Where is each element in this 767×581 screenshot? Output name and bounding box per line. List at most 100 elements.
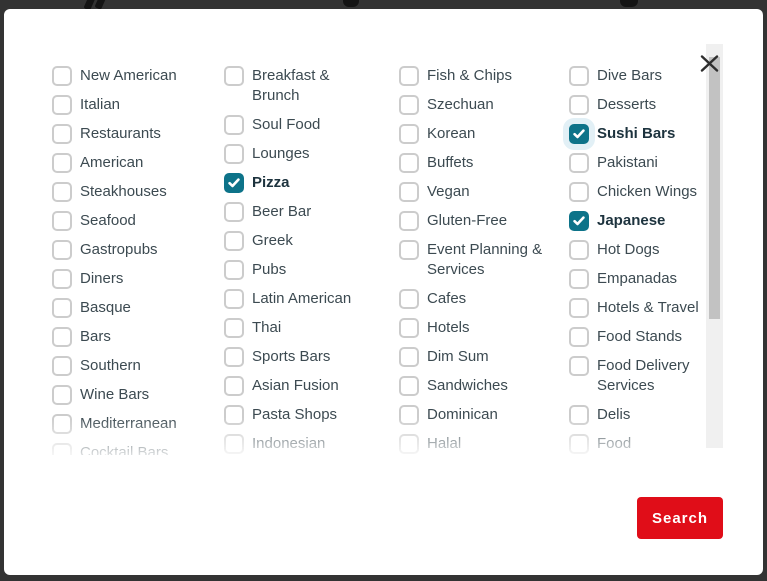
checkbox-checked[interactable] [569, 211, 589, 231]
checkbox-unchecked[interactable] [399, 405, 419, 425]
checkbox-unchecked[interactable] [52, 269, 72, 289]
category-option[interactable]: Hot Dogs [569, 240, 719, 260]
category-option[interactable]: New American [52, 66, 224, 86]
category-option[interactable]: Basque [52, 298, 224, 318]
checkbox-unchecked[interactable] [224, 115, 244, 135]
scrollbar-thumb[interactable] [709, 57, 720, 319]
category-option[interactable]: Latin American [224, 289, 399, 309]
checkbox-checked[interactable] [569, 124, 589, 144]
checkbox-unchecked[interactable] [399, 347, 419, 367]
category-option[interactable]: American [52, 153, 224, 173]
category-option[interactable]: Pakistani [569, 153, 719, 173]
category-option[interactable]: Hotels [399, 318, 569, 338]
checkbox-unchecked[interactable] [52, 182, 72, 202]
checkbox-unchecked[interactable] [569, 434, 589, 454]
checkbox-unchecked[interactable] [224, 434, 244, 454]
category-option[interactable]: Italian [52, 95, 224, 115]
checkbox-unchecked[interactable] [224, 376, 244, 396]
category-option[interactable]: Southern [52, 356, 224, 376]
checkbox-unchecked[interactable] [569, 269, 589, 289]
checkbox-unchecked[interactable] [569, 327, 589, 347]
checkbox-unchecked[interactable] [399, 240, 419, 260]
category-option[interactable]: Soul Food [224, 115, 399, 135]
checkbox-unchecked[interactable] [52, 356, 72, 376]
category-option[interactable]: Food Delivery Services [569, 356, 719, 396]
checkbox-unchecked[interactable] [224, 347, 244, 367]
checkbox-unchecked[interactable] [569, 298, 589, 318]
category-option[interactable]: Empanadas [569, 269, 719, 289]
category-option[interactable]: Dim Sum [399, 347, 569, 367]
category-option[interactable]: Cocktail Bars [52, 443, 224, 455]
category-option[interactable]: Bars [52, 327, 224, 347]
checkbox-unchecked[interactable] [52, 327, 72, 347]
category-option[interactable]: Lounges [224, 144, 399, 164]
checkbox-unchecked[interactable] [399, 66, 419, 86]
checkbox-unchecked[interactable] [224, 289, 244, 309]
category-option[interactable]: Desserts [569, 95, 719, 115]
checkbox-unchecked[interactable] [52, 124, 72, 144]
category-option[interactable]: Japanese [569, 211, 719, 231]
category-option[interactable]: Food Stands [569, 327, 719, 347]
close-button[interactable] [696, 50, 722, 76]
category-option[interactable]: Delis [569, 405, 719, 425]
checkbox-unchecked[interactable] [52, 298, 72, 318]
category-option[interactable]: Buffets [399, 153, 569, 173]
category-option[interactable]: Fish & Chips [399, 66, 569, 86]
checkbox-checked[interactable] [224, 173, 244, 193]
category-option[interactable]: Beer Bar [224, 202, 399, 222]
category-option[interactable]: Dive Bars [569, 66, 719, 86]
checkbox-unchecked[interactable] [52, 240, 72, 260]
checkbox-unchecked[interactable] [569, 66, 589, 86]
category-option[interactable]: Hotels & Travel [569, 298, 719, 318]
category-option[interactable]: Sandwiches [399, 376, 569, 396]
category-option[interactable]: Wine Bars [52, 385, 224, 405]
category-option[interactable]: Pasta Shops [224, 405, 399, 425]
category-option[interactable]: Gastropubs [52, 240, 224, 260]
category-option[interactable]: Vegan [399, 182, 569, 202]
category-option[interactable]: Food [569, 434, 719, 454]
checkbox-unchecked[interactable] [224, 144, 244, 164]
checkbox-unchecked[interactable] [224, 66, 244, 86]
category-option[interactable]: Sports Bars [224, 347, 399, 367]
checkbox-unchecked[interactable] [52, 385, 72, 405]
category-option[interactable]: Restaurants [52, 124, 224, 144]
checkbox-unchecked[interactable] [569, 405, 589, 425]
category-option[interactable]: Korean [399, 124, 569, 144]
category-option[interactable]: Chicken Wings [569, 182, 719, 202]
checkbox-unchecked[interactable] [224, 231, 244, 251]
category-option[interactable]: Dominican [399, 405, 569, 425]
category-option[interactable]: Breakfast & Brunch [224, 66, 399, 106]
checkbox-unchecked[interactable] [399, 289, 419, 309]
checkbox-unchecked[interactable] [224, 202, 244, 222]
category-option[interactable]: Steakhouses [52, 182, 224, 202]
checkbox-unchecked[interactable] [569, 240, 589, 260]
category-option[interactable]: Mediterranean [52, 414, 224, 434]
category-option[interactable]: Pubs [224, 260, 399, 280]
checkbox-unchecked[interactable] [569, 182, 589, 202]
category-option[interactable]: Sushi Bars [569, 124, 719, 144]
search-button[interactable]: Search [637, 497, 723, 539]
checkbox-unchecked[interactable] [52, 443, 72, 455]
checkbox-unchecked[interactable] [52, 414, 72, 434]
checkbox-unchecked[interactable] [224, 260, 244, 280]
category-option[interactable]: Indonesian [224, 434, 399, 454]
category-option[interactable]: Event Planning & Services [399, 240, 569, 280]
category-option[interactable]: Seafood [52, 211, 224, 231]
category-option[interactable]: Asian Fusion [224, 376, 399, 396]
checkbox-unchecked[interactable] [52, 95, 72, 115]
checkbox-unchecked[interactable] [399, 153, 419, 173]
scrollbar-track[interactable] [706, 44, 723, 448]
checkbox-unchecked[interactable] [569, 95, 589, 115]
checkbox-unchecked[interactable] [399, 211, 419, 231]
checkbox-unchecked[interactable] [569, 153, 589, 173]
checkbox-unchecked[interactable] [399, 124, 419, 144]
checkbox-unchecked[interactable] [52, 211, 72, 231]
checkbox-unchecked[interactable] [399, 95, 419, 115]
checkbox-unchecked[interactable] [399, 376, 419, 396]
category-option[interactable]: Diners [52, 269, 224, 289]
checkbox-unchecked[interactable] [224, 405, 244, 425]
checkbox-unchecked[interactable] [399, 318, 419, 338]
category-option[interactable]: Szechuan [399, 95, 569, 115]
category-option[interactable]: Cafes [399, 289, 569, 309]
checkbox-unchecked[interactable] [399, 434, 419, 454]
